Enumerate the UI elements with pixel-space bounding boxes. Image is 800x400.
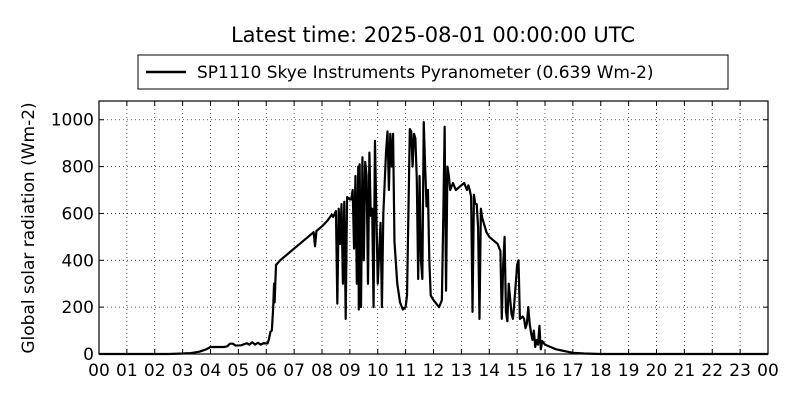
chart-title: Latest time: 2025-08-01 00:00:00 UTC <box>231 23 635 47</box>
legend-series-label: SP1110 Skye Instruments Pyranometer (0.6… <box>197 63 654 83</box>
x-tick-label: 14 <box>478 361 500 381</box>
x-tick-label: 17 <box>562 361 584 381</box>
x-tick-label: 15 <box>506 361 528 381</box>
x-tick-label: 21 <box>674 361 696 381</box>
x-tick-label: 12 <box>423 361 445 381</box>
x-tick-label: 08 <box>311 361 333 381</box>
y-tick-label: 0 <box>83 345 94 365</box>
series-line <box>99 120 768 356</box>
x-tick-label: 04 <box>200 361 222 381</box>
x-tick-label: 05 <box>228 361 250 381</box>
x-tick-label: 00 <box>88 361 110 381</box>
x-tick-label: 10 <box>367 361 389 381</box>
y-axis-label: Global solar radiation (Wm-2) <box>19 102 39 353</box>
series-layer <box>99 120 768 356</box>
y-tick-label: 1000 <box>51 111 94 131</box>
x-tick-label: 03 <box>172 361 194 381</box>
x-tick-label: 13 <box>451 361 473 381</box>
legend: SP1110 Skye Instruments Pyranometer (0.6… <box>137 54 729 90</box>
x-tick-label: 19 <box>618 361 640 381</box>
y-axis: 0 200 400 600 800 1000 <box>51 111 768 365</box>
x-tick-label: 20 <box>646 361 668 381</box>
x-axis: 00 01 02 03 04 05 06 07 08 09 10 11 12 13 14 15 16 17 18 19… <box>88 101 779 381</box>
x-tick-label: 06 <box>255 361 277 381</box>
x-tick-label: 11 <box>395 361 417 381</box>
grid <box>99 101 768 354</box>
x-tick-label: 02 <box>144 361 166 381</box>
y-tick-label: 200 <box>62 298 94 318</box>
x-tick-label: 07 <box>283 361 305 381</box>
x-tick-label: 18 <box>590 361 612 381</box>
y-tick-label: 400 <box>62 251 94 271</box>
x-tick-label: 01 <box>116 361 138 381</box>
x-tick-label: 00 <box>757 361 779 381</box>
x-tick-label: 23 <box>729 361 751 381</box>
x-tick-label: 22 <box>701 361 723 381</box>
y-tick-label: 800 <box>62 158 94 178</box>
x-tick-label: 09 <box>339 361 361 381</box>
legend-box <box>137 54 729 90</box>
y-tick-label: 600 <box>62 204 94 224</box>
plot-frame <box>98 100 769 355</box>
x-tick-label: 16 <box>534 361 556 381</box>
